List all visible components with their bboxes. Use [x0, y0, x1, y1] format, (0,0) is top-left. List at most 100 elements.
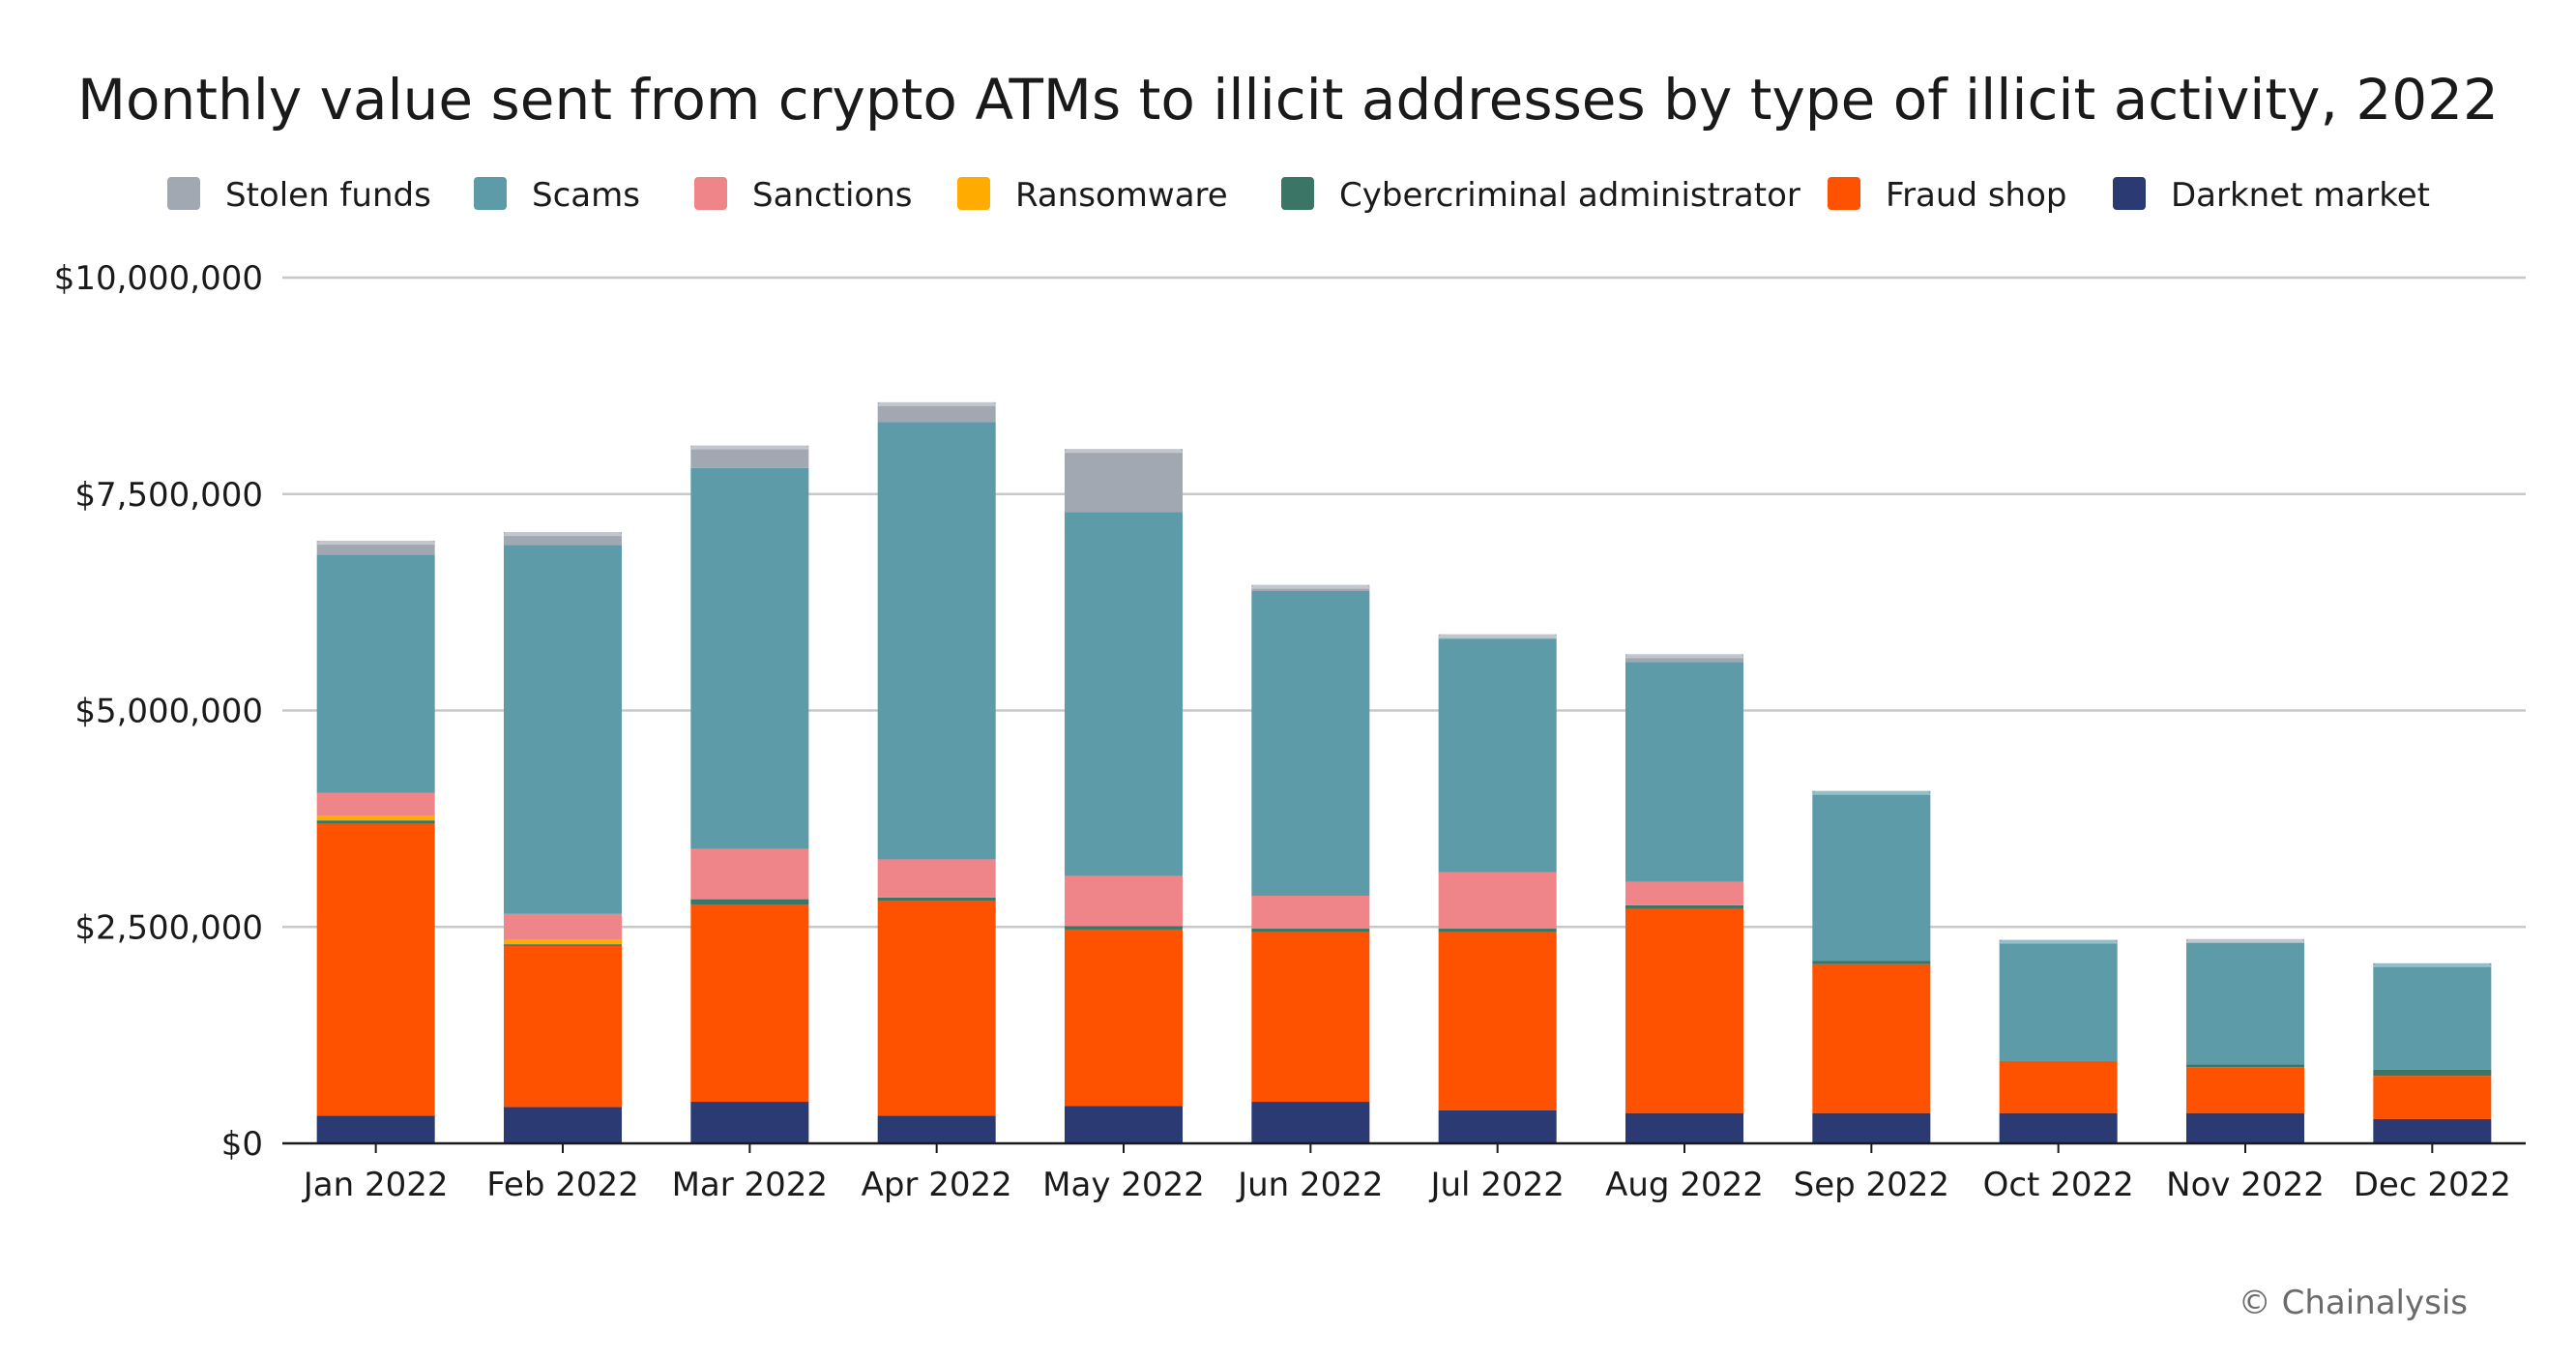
x-tick-label: Feb 2022: [486, 1166, 639, 1204]
legend-swatch: [1281, 177, 1314, 210]
bar-segment-sanctions: [1438, 872, 1557, 930]
bar-segment-fraud-shop: [2186, 1067, 2304, 1113]
bar-segment-darknet-market: [1438, 1110, 1557, 1143]
bar-segment-stolen-funds: [690, 445, 809, 468]
bar-cap: [1438, 634, 1557, 638]
bar-segment-stolen-funds: [1625, 654, 1743, 663]
legend-item-darknet-market: Darknet market: [2113, 176, 2430, 215]
chainalysis-credit: © Chainalysis: [2239, 1284, 2468, 1322]
bar-segment-cybercriminal-administrator: [504, 944, 622, 946]
bar-segment-cybercriminal-administrator: [1625, 904, 1743, 909]
bar-segment-stolen-funds: [877, 401, 996, 423]
legend-swatch: [957, 177, 990, 210]
bar-stack-apr-2022: [877, 401, 996, 1143]
bar-segment-fraud-shop: [690, 903, 809, 1103]
bar-stack-aug-2022: [1625, 654, 1743, 1143]
bar-cap: [1065, 449, 1183, 454]
bar-cap: [1251, 584, 1370, 589]
bar-segment-sanctions: [316, 792, 435, 816]
y-tick-label: $2,500,000: [74, 908, 263, 947]
bar-segment-fraud-shop: [316, 823, 435, 1116]
x-tick-label: Jan 2022: [302, 1166, 449, 1204]
legend-item-cybercriminal-administrator: Cybercriminal administrator: [1281, 176, 1800, 215]
legend-swatch: [167, 177, 200, 210]
bar-cap: [1999, 939, 2118, 944]
bar-segment-cybercriminal-administrator: [690, 899, 809, 904]
bar-segment-scams: [877, 422, 996, 860]
bar-segment-fraud-shop: [1438, 932, 1557, 1110]
bar-stack-feb-2022: [504, 532, 622, 1143]
bar-stack-oct-2022: [1999, 939, 2118, 1143]
bar-segment-cybercriminal-administrator: [1438, 929, 1557, 932]
legend-item-stolen-funds: Stolen funds: [167, 176, 431, 215]
bar-segment-stolen-funds: [2186, 938, 2304, 943]
x-tick-label: Jun 2022: [1236, 1166, 1383, 1204]
x-tick-label: Aug 2022: [1605, 1166, 1764, 1204]
bar-segment-scams: [2373, 962, 2492, 1070]
bar-segment-scams: [1251, 590, 1370, 897]
bar-segment-darknet-market: [1999, 1112, 2118, 1143]
bar-segment-scams: [1625, 662, 1743, 882]
legend-swatch: [2113, 177, 2146, 210]
legend-label: Stolen funds: [225, 176, 431, 215]
bar-stack-jun-2022: [1251, 584, 1370, 1143]
bar-segment-fraud-shop: [1065, 929, 1183, 1107]
bar-segment-scams: [1065, 512, 1183, 876]
bar-stack-may-2022: [1065, 449, 1183, 1143]
bar-segment-stolen-funds: [1438, 634, 1557, 639]
bar-stack-dec-2022: [2373, 962, 2492, 1143]
bar-segment-darknet-market: [1065, 1106, 1183, 1143]
x-tick-label: Apr 2022: [862, 1166, 1012, 1204]
x-axis: Jan 2022 Feb 2022 Mar 2022 Apr 2022 May 2022…: [282, 1141, 2526, 1204]
bar-segment-darknet-market: [690, 1102, 809, 1143]
bar-segment-cybercriminal-administrator: [1812, 961, 1931, 964]
bar-segment-scams: [1812, 790, 1931, 962]
bar-cap: [690, 445, 809, 450]
bar-segment-fraud-shop: [1625, 908, 1743, 1113]
legend-label: Sanctions: [752, 176, 913, 215]
bar-segment-scams: [1999, 939, 2118, 1061]
legend-swatch: [474, 177, 507, 210]
x-tick-label: Nov 2022: [2166, 1166, 2325, 1204]
x-tick-label: Sep 2022: [1794, 1166, 1949, 1204]
bar-cap: [2186, 938, 2304, 943]
legend-label: Fraud shop: [1886, 176, 2066, 215]
x-tick-label: Oct 2022: [1983, 1166, 2134, 1204]
bar-segment-fraud-shop: [1812, 963, 1931, 1113]
bar-segment-stolen-funds: [504, 532, 622, 546]
bar-segment-sanctions: [1625, 881, 1743, 905]
bar-segment-sanctions: [504, 913, 622, 940]
bar-stack-nov-2022: [2186, 938, 2304, 1143]
bar-segment-cybercriminal-administrator: [316, 820, 435, 824]
legend-item-sanctions: Sanctions: [694, 176, 913, 215]
bar-segment-scams: [1438, 638, 1557, 873]
y-axis: $0 $2,500,000 $5,000,000 $7,500,000 $10,000,…: [54, 259, 263, 1164]
bar-cap: [316, 541, 435, 546]
bar-segment-cybercriminal-administrator: [1065, 926, 1183, 930]
legend: Stolen funds Scams Sanctions Ransomware Cybe…: [167, 176, 2430, 215]
bar-segment-scams: [690, 467, 809, 849]
bar-segment-cybercriminal-administrator: [877, 897, 996, 902]
bar-segment-ransomware: [316, 815, 435, 821]
x-tick-label: May 2022: [1042, 1166, 1205, 1204]
gridlines: [282, 276, 2526, 929]
bar-segment-scams: [316, 554, 435, 793]
bar-segment-darknet-market: [1251, 1102, 1370, 1143]
y-tick-label: $10,000,000: [54, 259, 263, 298]
bar-segment-darknet-market: [2373, 1118, 2492, 1143]
bar-segment-scams: [2186, 942, 2304, 1065]
bar-segment-darknet-market: [877, 1115, 996, 1143]
bar-segment-stolen-funds: [1251, 584, 1370, 591]
legend-item-scams: Scams: [474, 176, 640, 215]
bar-segment-darknet-market: [504, 1107, 622, 1143]
legend-label: Ransomware: [1015, 176, 1228, 215]
legend-item-ransomware: Ransomware: [957, 176, 1228, 215]
bar-segment-sanctions: [690, 848, 809, 900]
bar-segment-fraud-shop: [2373, 1076, 2492, 1119]
bar-segment-stolen-funds: [1065, 449, 1183, 513]
chart-title: Monthly value sent from crypto ATMs to i…: [77, 67, 2499, 133]
bar-segment-cybercriminal-administrator: [1251, 929, 1370, 932]
bar-segment-fraud-shop: [504, 945, 622, 1108]
y-tick-label: $5,000,000: [74, 693, 263, 731]
